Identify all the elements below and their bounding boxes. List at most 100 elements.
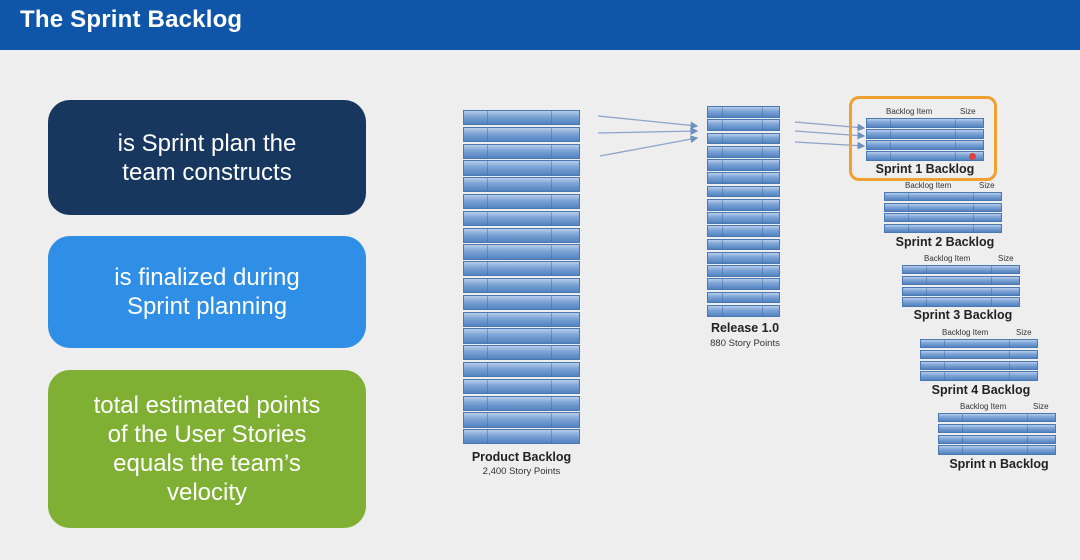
backlog-slab bbox=[884, 213, 1002, 222]
backlog-slab bbox=[884, 223, 1002, 233]
sprint-2-label: Sprint 2 Backlog bbox=[895, 235, 995, 249]
backlog-slab bbox=[463, 311, 580, 327]
backlog-slab bbox=[902, 286, 1020, 296]
sprint-n-item-label: Backlog Item bbox=[960, 402, 1007, 411]
backlog-slab bbox=[707, 132, 780, 145]
arrow-icon bbox=[597, 115, 699, 130]
backlog-slab bbox=[938, 423, 1056, 433]
sprint-2-stack bbox=[884, 192, 1002, 234]
statement-line: is Sprint plan the bbox=[117, 129, 297, 157]
backlog-slab bbox=[938, 413, 1056, 423]
sprint-n-stack bbox=[938, 413, 1056, 456]
backlog-slab bbox=[463, 160, 580, 176]
backlog-slab bbox=[463, 412, 580, 428]
statement-line: velocity bbox=[166, 479, 248, 506]
backlog-slab bbox=[920, 371, 1038, 381]
backlog-slab bbox=[463, 177, 580, 193]
sprint-3-item-label: Backlog Item bbox=[924, 254, 971, 263]
backlog-slab bbox=[463, 143, 580, 159]
sprint-n-size-label: Size bbox=[1033, 402, 1049, 411]
backlog-slab bbox=[463, 294, 580, 311]
cursor-dot-icon bbox=[969, 153, 976, 160]
backlog-slab bbox=[707, 251, 780, 264]
backlog-slab bbox=[707, 304, 780, 317]
backlog-slab bbox=[707, 238, 780, 251]
statement-line: is finalized during bbox=[114, 264, 300, 291]
sprint-1-highlight bbox=[849, 96, 997, 181]
product-backlog-points: 2,400 Story Points bbox=[482, 466, 561, 477]
backlog-slab bbox=[463, 110, 580, 126]
backlog-slab bbox=[902, 275, 1020, 285]
backlog-slab bbox=[463, 378, 580, 395]
backlog-slab bbox=[920, 349, 1038, 359]
backlog-slab bbox=[463, 261, 580, 277]
sprint-n-label: Sprint n Backlog bbox=[949, 457, 1049, 471]
release-points: 880 Story Points bbox=[710, 338, 780, 349]
backlog-slab bbox=[463, 244, 580, 260]
backlog-slab bbox=[920, 360, 1038, 370]
backlog-slab bbox=[707, 106, 780, 118]
sprint-4-stack bbox=[920, 339, 1038, 382]
sprint-4-size-label: Size bbox=[1016, 328, 1032, 337]
backlog-slab bbox=[884, 192, 1002, 201]
product-backlog-label: Product Backlog bbox=[471, 450, 572, 464]
statement-box-finalized: is finalized during Sprint planning bbox=[48, 236, 366, 348]
product-backlog-stack bbox=[463, 110, 580, 446]
backlog-slab bbox=[938, 434, 1056, 444]
backlog-slab bbox=[463, 362, 580, 378]
statement-line: Sprint planning bbox=[126, 293, 288, 320]
backlog-slab bbox=[463, 328, 580, 344]
backlog-slab bbox=[707, 119, 780, 131]
sprint-4-item-label: Backlog Item bbox=[942, 328, 989, 337]
release-backlog-stack bbox=[707, 106, 780, 318]
statement-line: total estimated points bbox=[93, 392, 321, 419]
backlog-slab bbox=[902, 265, 1020, 275]
backlog-slab bbox=[463, 395, 580, 411]
backlog-slab bbox=[866, 118, 984, 128]
backlog-slab bbox=[884, 202, 1002, 212]
arrow-icon bbox=[794, 141, 866, 150]
sprint-4-label: Sprint 4 Backlog bbox=[931, 383, 1031, 397]
release-label: Release 1.0 bbox=[710, 321, 780, 335]
statement-box-velocity: total estimated points of the User Stori… bbox=[48, 370, 366, 528]
sprint-1-stack bbox=[866, 118, 984, 162]
backlog-slab bbox=[707, 172, 780, 184]
arrow-icon bbox=[597, 127, 699, 136]
arrow-icon bbox=[794, 130, 866, 140]
arrow-icon bbox=[599, 135, 699, 157]
sprint-3-stack bbox=[902, 265, 1020, 308]
backlog-slab bbox=[707, 185, 780, 198]
statement-box-sprint-plan: is Sprint plan the team constructs bbox=[48, 100, 366, 215]
statement-line: equals the team’s bbox=[113, 450, 301, 477]
backlog-slab bbox=[707, 278, 780, 290]
backlog-slab bbox=[463, 429, 580, 445]
backlog-slab bbox=[463, 210, 580, 227]
backlog-slab bbox=[707, 291, 780, 304]
backlog-slab bbox=[902, 297, 1020, 307]
backlog-slab bbox=[463, 227, 580, 243]
backlog-slab bbox=[707, 198, 780, 211]
sprint-1-size-label: Size bbox=[960, 107, 976, 116]
backlog-slab bbox=[707, 145, 780, 158]
slide-header: The Sprint Backlog bbox=[0, 0, 1080, 50]
sprint-2-size-label: Size bbox=[979, 181, 995, 190]
backlog-slab bbox=[938, 445, 1056, 455]
sprint-3-size-label: Size bbox=[998, 254, 1014, 263]
backlog-slab bbox=[866, 151, 984, 161]
backlog-slab bbox=[463, 278, 580, 294]
backlog-slab bbox=[463, 126, 580, 143]
statement-line: team constructs bbox=[122, 158, 292, 186]
backlog-slab bbox=[920, 339, 1038, 349]
backlog-slab bbox=[866, 129, 984, 139]
backlog-slab bbox=[707, 225, 780, 237]
sprint-2-item-label: Backlog Item bbox=[905, 181, 952, 190]
backlog-slab bbox=[707, 212, 780, 224]
backlog-slab bbox=[707, 159, 780, 171]
backlog-slab bbox=[463, 345, 580, 361]
sprint-1-label: Sprint 1 Backlog bbox=[875, 162, 975, 176]
sprint-3-label: Sprint 3 Backlog bbox=[913, 308, 1013, 322]
backlog-slab bbox=[463, 194, 580, 210]
statement-line: of the User Stories bbox=[107, 421, 307, 448]
sprint-1-item-label: Backlog Item bbox=[886, 107, 933, 116]
